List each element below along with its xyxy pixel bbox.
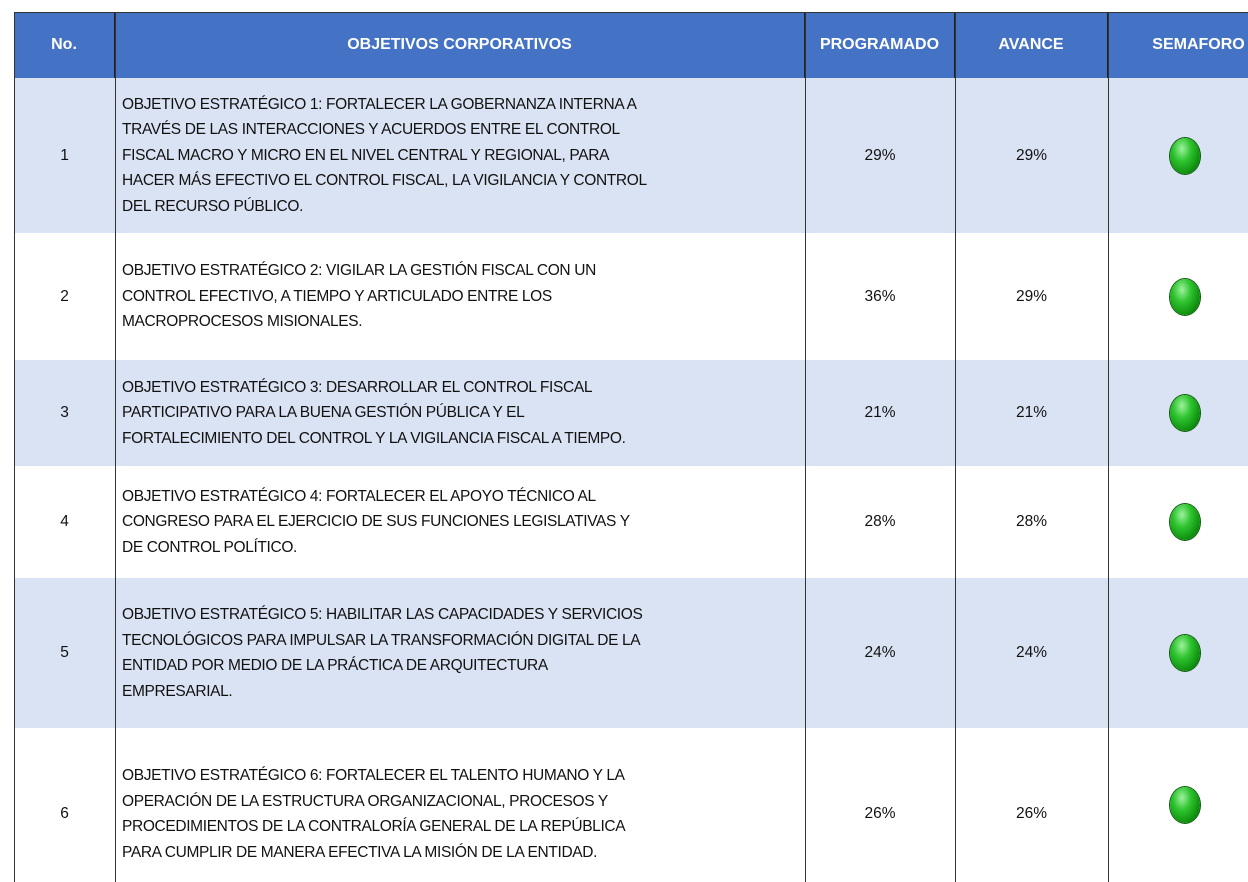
objective: OBJETIVO ESTRATÉGICO 1: FORTALECER LA GO… bbox=[115, 78, 805, 233]
avance: 29% bbox=[1015, 146, 1048, 164]
objective-text: OBJETIVO ESTRATÉGICO 3: DESARROLLAR EL C… bbox=[122, 375, 626, 452]
avance: 24% bbox=[1015, 644, 1048, 661]
row-number: 6 bbox=[60, 805, 69, 822]
objective-line: EMPRESARIAL. bbox=[122, 682, 233, 700]
objective-line: PARA CUMPLIR DE MANERA EFECTIVA LA MISIÓ… bbox=[122, 843, 598, 861]
objective: OBJETIVO ESTRATÉGICO 5: HABILITAR LAS CA… bbox=[115, 578, 805, 728]
programado: 24% bbox=[864, 644, 896, 661]
row-number: 2 bbox=[60, 287, 69, 305]
programado: 36% bbox=[864, 287, 896, 305]
row-number: 5 bbox=[60, 644, 69, 661]
row-number: 3 bbox=[60, 404, 69, 421]
objective-line: FISCAL MACRO Y MICRO EN EL NIVEL CENTRAL… bbox=[122, 146, 610, 164]
objective-line: CONTROL EFECTIVO, A TIEMPO Y ARTICULADO … bbox=[122, 287, 552, 305]
objective-text: OBJETIVO ESTRATÉGICO 6: FORTALECER EL TA… bbox=[122, 763, 626, 865]
objective-text: OBJETIVO ESTRATÉGICO 4: FORTALECER EL AP… bbox=[122, 484, 630, 561]
column-border bbox=[955, 12, 956, 882]
table-row bbox=[14, 78, 1248, 233]
traffic-light bbox=[1170, 395, 1200, 431]
objective-line: DE CONTROL POLÍTICO. bbox=[122, 538, 298, 556]
objective: OBJETIVO ESTRATÉGICO 2: VIGILAR LA GESTI… bbox=[115, 233, 805, 360]
top-border bbox=[14, 12, 1248, 13]
column-border bbox=[115, 12, 116, 882]
header-cell: OBJETIVOS CORPORATIVOS bbox=[115, 12, 805, 78]
header-cell: No. bbox=[14, 12, 115, 78]
table-row bbox=[14, 360, 1248, 466]
objective-text: OBJETIVO ESTRATÉGICO 1: FORTALECER LA GO… bbox=[122, 92, 647, 220]
traffic-light bbox=[1170, 137, 1200, 174]
objective-line: OBJETIVO ESTRATÉGICO 4: FORTALECER EL AP… bbox=[122, 487, 596, 505]
header-cell: SEMAFORO bbox=[1108, 12, 1248, 78]
objective-line: OPERACIÓN DE LA ESTRUCTURA ORGANIZACIONA… bbox=[122, 792, 608, 810]
objective-line: OBJETIVO ESTRATÉGICO 1: FORTALECER LA GO… bbox=[122, 95, 637, 113]
avance: 21% bbox=[1015, 404, 1048, 421]
objective: OBJETIVO ESTRATÉGICO 6: FORTALECER EL TA… bbox=[115, 728, 805, 882]
traffic-light bbox=[1170, 504, 1200, 540]
row-number: 1 bbox=[60, 146, 69, 164]
avance: 28% bbox=[1015, 513, 1048, 530]
table-row bbox=[14, 466, 1248, 578]
objective-line: PROCEDIMIENTOS DE LA CONTRALORÍA GENERAL… bbox=[122, 818, 626, 835]
objective-line: OBJETIVO ESTRATÉGICO 2: VIGILAR LA GESTI… bbox=[122, 262, 596, 280]
objective-line: OBJETIVO ESTRATÉGICO 5: HABILITAR LAS CA… bbox=[122, 606, 643, 623]
traffic-light bbox=[1170, 278, 1200, 315]
avance: 26% bbox=[1015, 805, 1048, 822]
header-cell: PROGRAMADO bbox=[805, 12, 955, 78]
objective-text: OBJETIVO ESTRATÉGICO 5: HABILITAR LAS CA… bbox=[122, 602, 643, 704]
objective-line: OBJETIVO ESTRATÉGICO 6: FORTALECER EL TA… bbox=[122, 767, 625, 784]
avance: 29% bbox=[1015, 287, 1048, 305]
table-row bbox=[14, 728, 1248, 882]
traffic-light bbox=[1170, 787, 1200, 823]
programado: 21% bbox=[864, 404, 896, 421]
column-border bbox=[1108, 12, 1109, 882]
column-border bbox=[805, 12, 806, 882]
programado: 26% bbox=[864, 805, 896, 822]
header-cell: AVANCE bbox=[955, 12, 1108, 78]
objective-line: DEL RECURSO PÚBLICO. bbox=[122, 197, 304, 215]
objective-line: TRAVÉS DE LAS INTERACCIONES Y ACUERDOS E… bbox=[122, 121, 620, 139]
objective-text: OBJETIVO ESTRATÉGICO 2: VIGILAR LA GESTI… bbox=[122, 258, 596, 335]
objective: OBJETIVO ESTRATÉGICO 4: FORTALECER EL AP… bbox=[115, 466, 805, 578]
traffic-light bbox=[1170, 635, 1200, 671]
programado: 28% bbox=[864, 513, 896, 530]
objective-line: ENTIDAD POR MEDIO DE LA PRÁCTICA DE ARQU… bbox=[122, 657, 548, 674]
objective: OBJETIVO ESTRATÉGICO 3: DESARROLLAR EL C… bbox=[115, 360, 805, 466]
objective-line: PARTICIPATIVO PARA LA BUENA GESTIÓN PÚBL… bbox=[122, 404, 525, 422]
row-number: 4 bbox=[60, 513, 69, 530]
table-row bbox=[14, 233, 1248, 360]
objective-line: FORTALECIMIENTO DEL CONTROL Y LA VIGILAN… bbox=[122, 429, 626, 447]
programado: 29% bbox=[864, 146, 896, 164]
objective-line: OBJETIVO ESTRATÉGICO 3: DESARROLLAR EL C… bbox=[122, 378, 593, 396]
column-border bbox=[14, 12, 15, 882]
objective-line: TECNOLÓGICOS PARA IMPULSAR LA TRANSFORMA… bbox=[122, 631, 641, 649]
objective-line: MACROPROCESOS MISIONALES. bbox=[122, 313, 363, 331]
objective-line: CONGRESO PARA EL EJERCICIO DE SUS FUNCIO… bbox=[122, 513, 630, 531]
objective-line: HACER MÁS EFECTIVO EL CONTROL FISCAL, LA… bbox=[122, 172, 647, 190]
table-row bbox=[14, 578, 1248, 728]
